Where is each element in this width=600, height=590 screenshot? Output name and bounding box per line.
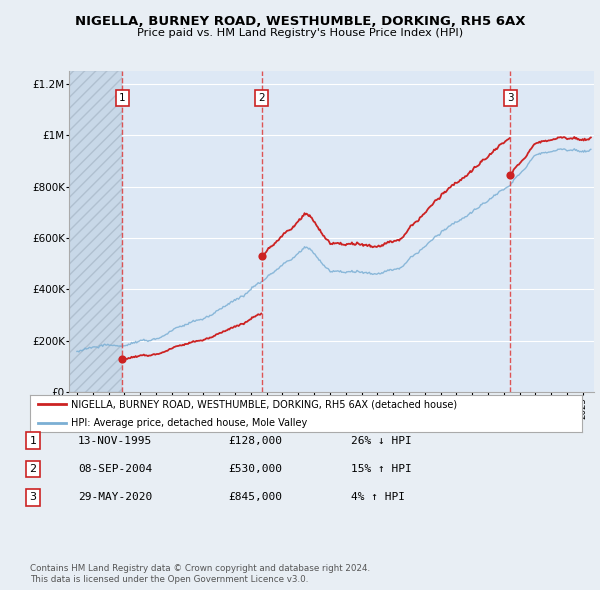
- Text: 15% ↑ HPI: 15% ↑ HPI: [351, 464, 412, 474]
- Text: 08-SEP-2004: 08-SEP-2004: [78, 464, 152, 474]
- Text: 1: 1: [119, 93, 125, 103]
- Point: [257, 251, 266, 261]
- Text: Contains HM Land Registry data © Crown copyright and database right 2024.: Contains HM Land Registry data © Crown c…: [30, 565, 370, 573]
- Text: 3: 3: [29, 493, 37, 502]
- Text: £845,000: £845,000: [228, 493, 282, 502]
- Text: 2: 2: [29, 464, 37, 474]
- Text: NIGELLA, BURNEY ROAD, WESTHUMBLE, DORKING, RH5 6AX (detached house): NIGELLA, BURNEY ROAD, WESTHUMBLE, DORKIN…: [71, 399, 458, 409]
- Text: 1: 1: [29, 436, 37, 445]
- Text: Price paid vs. HM Land Registry's House Price Index (HPI): Price paid vs. HM Land Registry's House …: [137, 28, 463, 38]
- Point: [506, 171, 515, 180]
- Text: 13-NOV-1995: 13-NOV-1995: [78, 436, 152, 445]
- Text: HPI: Average price, detached house, Mole Valley: HPI: Average price, detached house, Mole…: [71, 418, 308, 428]
- Text: This data is licensed under the Open Government Licence v3.0.: This data is licensed under the Open Gov…: [30, 575, 308, 584]
- Text: 3: 3: [507, 93, 514, 103]
- Point: [118, 355, 127, 364]
- Text: 26% ↓ HPI: 26% ↓ HPI: [351, 436, 412, 445]
- Text: 2: 2: [258, 93, 265, 103]
- Text: NIGELLA, BURNEY ROAD, WESTHUMBLE, DORKING, RH5 6AX: NIGELLA, BURNEY ROAD, WESTHUMBLE, DORKIN…: [75, 15, 525, 28]
- Text: 29-MAY-2020: 29-MAY-2020: [78, 493, 152, 502]
- Text: 4% ↑ HPI: 4% ↑ HPI: [351, 493, 405, 502]
- Bar: [69, 71, 122, 392]
- Text: £128,000: £128,000: [228, 436, 282, 445]
- Text: £530,000: £530,000: [228, 464, 282, 474]
